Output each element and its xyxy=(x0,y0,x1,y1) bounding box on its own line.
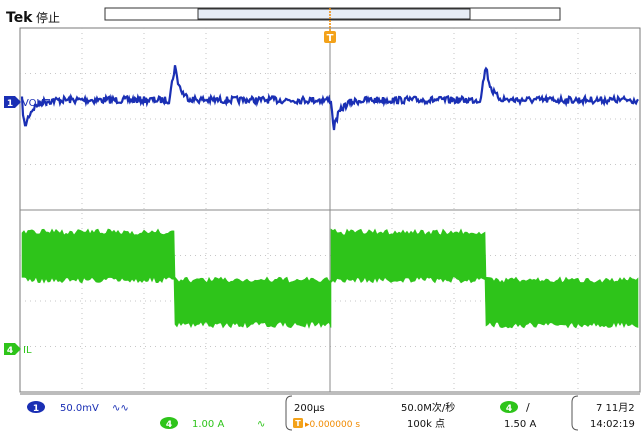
bandwidth-limit-icon: ∿ xyxy=(257,419,265,430)
svg-text:1.50 A: 1.50 A xyxy=(504,419,536,430)
svg-text:T: T xyxy=(327,33,334,44)
svg-text:1: 1 xyxy=(33,404,39,414)
datetime-frame xyxy=(571,395,579,431)
ch4-il-waveform xyxy=(21,228,639,329)
trigger-slope-icon: / xyxy=(526,401,530,414)
ch4-label: IL xyxy=(23,345,32,356)
svg-text:T: T xyxy=(295,419,301,428)
trigger-readout[interactable]: 4 / 1.50 A xyxy=(500,401,536,430)
horizontal-readout-frame xyxy=(285,395,293,431)
svg-text:14:02:19: 14:02:19 xyxy=(590,419,635,430)
timebase-readout[interactable]: 200µs xyxy=(294,403,325,414)
trigger-offset-readout[interactable]: T ▸0.000000 s xyxy=(293,418,360,430)
bandwidth-limit-icon: ∿∿ xyxy=(112,403,129,414)
trigger-position-marker[interactable]: T xyxy=(324,8,336,44)
svg-text:50.0M次/秒: 50.0M次/秒 xyxy=(401,401,455,414)
datetime-readout: 7 11月2 14:02:19 xyxy=(590,402,635,430)
svg-text:4: 4 xyxy=(166,420,172,430)
ch4-scale-readout[interactable]: 4 1.00 A ∿ xyxy=(160,417,265,430)
acquisition-readout[interactable]: 50.0M次/秒 100k 点 xyxy=(401,401,455,430)
svg-text:200µs: 200µs xyxy=(294,403,325,414)
svg-text:1.00 A: 1.00 A xyxy=(192,419,224,430)
ch1-ground-marker[interactable]: 1 xyxy=(4,96,21,109)
run-state: 停止 xyxy=(36,10,60,25)
ch1-scale-readout[interactable]: 1 50.0mV ∿∿ xyxy=(27,401,129,414)
svg-text:4: 4 xyxy=(506,404,512,414)
svg-text:▸0.000000 s: ▸0.000000 s xyxy=(305,420,360,430)
svg-text:7 11月2: 7 11月2 xyxy=(596,402,635,414)
status-bar: 1 50.0mV ∿∿ 4 1.00 A ∿ 200µs T ▸0.000000… xyxy=(20,393,640,431)
svg-text:100k 点: 100k 点 xyxy=(407,418,445,430)
ch1-vout-waveform xyxy=(20,65,639,131)
record-overview-bar[interactable] xyxy=(104,7,561,21)
ch1-label: VOUT xyxy=(22,98,51,109)
svg-text:1: 1 xyxy=(7,99,13,109)
svg-text:50.0mV: 50.0mV xyxy=(60,403,99,414)
ch4-ground-marker[interactable]: 4 xyxy=(4,343,21,356)
svg-text:4: 4 xyxy=(7,346,13,356)
brand-logo: Tek xyxy=(6,10,33,26)
graticule xyxy=(19,27,641,393)
